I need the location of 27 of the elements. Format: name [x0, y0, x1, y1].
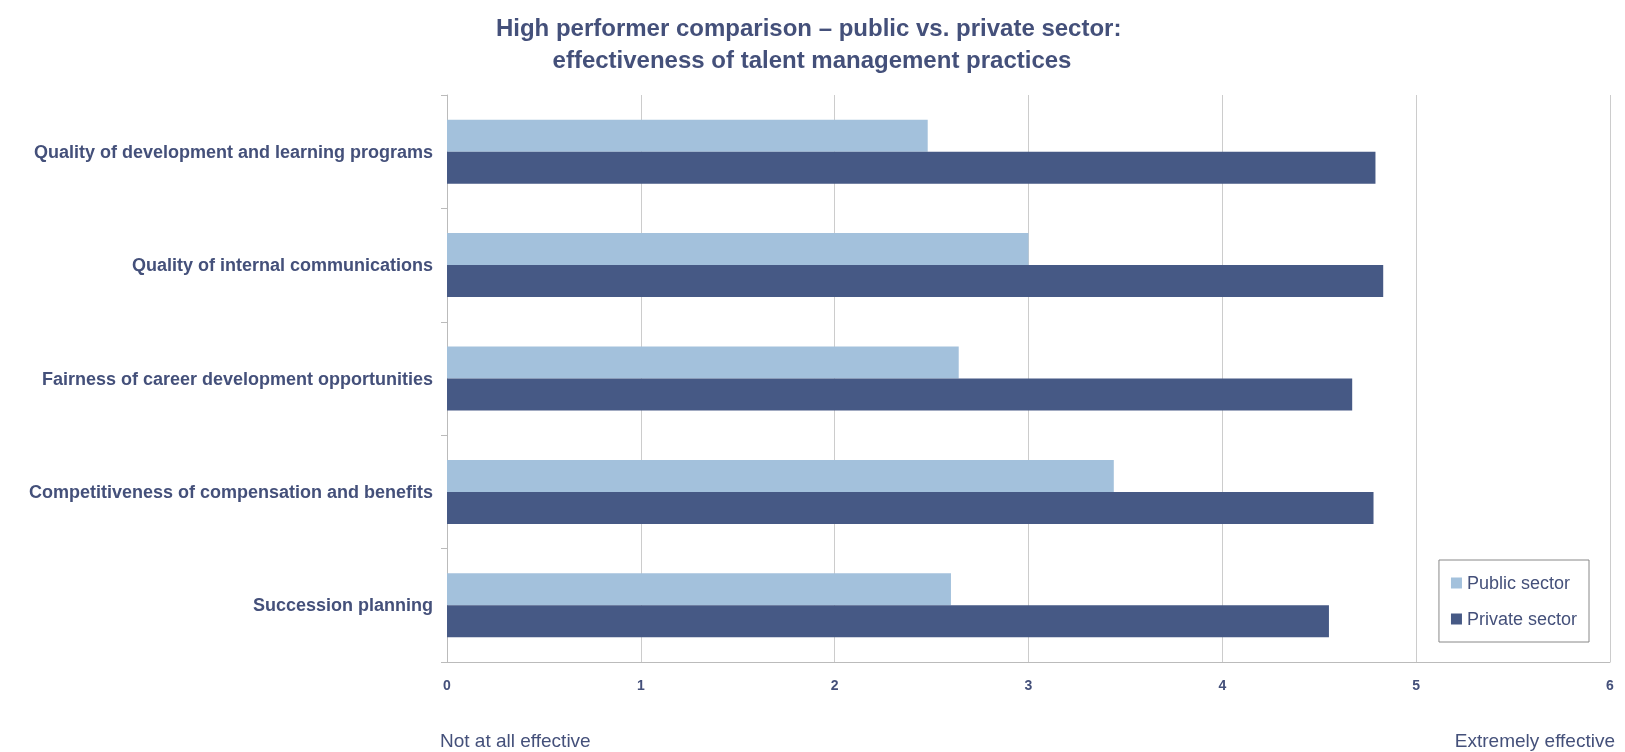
- y-tick-label: Fairness of career development opportunities: [41, 368, 433, 389]
- x-tick-label: 2: [830, 677, 839, 693]
- bar: [447, 265, 1384, 298]
- bar: [447, 233, 1029, 266]
- x-tick-label: 6: [1606, 677, 1615, 693]
- x-tick-label: 3: [1024, 677, 1033, 693]
- x-tick-label: 1: [636, 677, 645, 693]
- chart-title: High performer comparison – public vs. private sector: effectiveness of talent management practices: [495, 13, 1129, 73]
- bar: [447, 573, 951, 606]
- y-tick-label: Quality of development and learning programs: [33, 141, 433, 162]
- x-tick-label: 4: [1218, 677, 1227, 693]
- text: Not at all effective: [440, 730, 591, 751]
- text: Extremely effective: [1454, 730, 1615, 751]
- y-tick-label: Quality of internal communications: [131, 255, 433, 276]
- x-tick-label: 0: [443, 677, 452, 693]
- legend-label: Public sector: [1466, 573, 1571, 593]
- bar: [447, 378, 1353, 411]
- y-tick-label: Competitiveness of compensation and benefits: [28, 481, 433, 502]
- bar: [447, 491, 1374, 524]
- x-tick-label: 5: [1412, 677, 1421, 693]
- bar: [447, 119, 928, 152]
- bar: [447, 459, 1114, 492]
- legend-label: Private sector: [1466, 609, 1578, 629]
- bar: [447, 605, 1329, 638]
- bar: [447, 151, 1376, 184]
- bar: [447, 346, 959, 379]
- y-tick-label: Succession planning: [252, 595, 433, 616]
